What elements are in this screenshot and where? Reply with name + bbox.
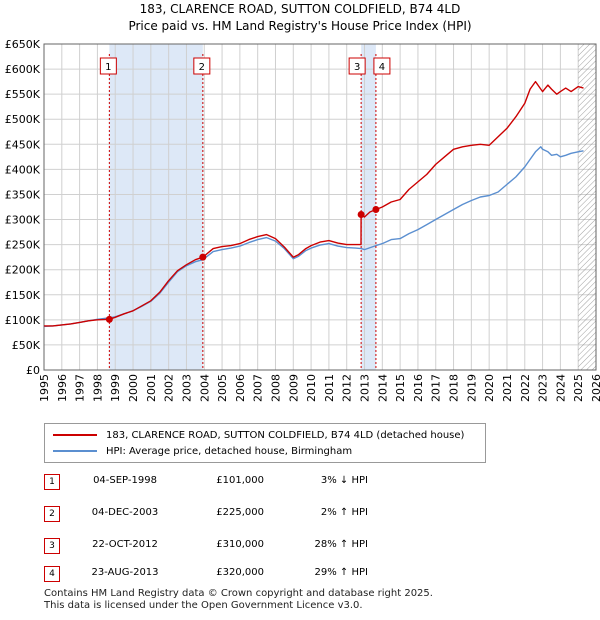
x-tick-label: 2010 — [305, 374, 318, 402]
legend-item-hpi: HPI: Average price, detached house, Birm… — [53, 444, 352, 458]
x-tick-label: 1998 — [91, 374, 104, 402]
x-tick-label: 2020 — [483, 374, 496, 402]
footer-line-2: This data is licensed under the Open Gov… — [44, 600, 363, 611]
sale-number-label: 4 — [379, 62, 385, 73]
footer-attribution: Contains HM Land Registry data © Crown c… — [44, 588, 433, 612]
x-tick-label: 2009 — [287, 374, 300, 402]
sale-number-box — [99, 57, 117, 75]
legend-label-property: 183, CLARENCE ROAD, SUTTON COLDFIELD, B7… — [106, 429, 465, 441]
legend-label-hpi: HPI: Average price, detached house, Birm… — [106, 445, 353, 457]
x-tick-label: 2008 — [269, 374, 282, 402]
sale-price: £320,000 — [216, 567, 264, 578]
x-tick-label: 1995 — [38, 374, 51, 402]
footer-line-1: Contains HM Land Registry data © Crown c… — [44, 588, 433, 599]
sale-point — [105, 315, 113, 323]
x-tick-label: 2001 — [145, 374, 158, 402]
sale-point — [372, 206, 380, 214]
y-tick-label: £450K — [5, 138, 41, 151]
sale-number-label: 1 — [105, 62, 111, 73]
x-tick-label: 2012 — [341, 374, 354, 402]
y-tick-label: £250K — [5, 239, 41, 252]
x-tick-label: 2019 — [465, 374, 478, 402]
y-tick-label: £150K — [5, 289, 41, 302]
y-tick-label: £0 — [26, 364, 40, 377]
x-tick-label: 2017 — [430, 374, 443, 402]
x-tick-label: 1997 — [74, 374, 87, 402]
sale-point — [357, 211, 365, 219]
x-tick-label: 2018 — [448, 374, 461, 402]
sale-number-label: 2 — [199, 62, 205, 73]
y-tick-label: £550K — [5, 88, 41, 101]
sale-price: £101,000 — [216, 475, 264, 486]
y-tick-label: £100K — [5, 314, 41, 327]
plot-frame — [43, 43, 597, 371]
x-tick-label: 2026 — [590, 374, 600, 402]
sale-number-label: 3 — [354, 62, 360, 73]
x-tick-label: 2024 — [554, 374, 567, 402]
legend-item-property: 183, CLARENCE ROAD, SUTTON COLDFIELD, B7… — [53, 428, 464, 442]
x-tick-label: 2014 — [376, 374, 389, 402]
chart-subtitle: Price paid vs. HM Land Registry's House … — [128, 19, 472, 33]
x-tick-label: 2005 — [216, 374, 229, 402]
sale-hpi-diff: 29% ↑ HPI — [314, 567, 368, 578]
sale-date: 23-AUG-2013 — [91, 567, 159, 578]
sale-number-box — [373, 57, 391, 75]
x-tick-label: 1996 — [56, 374, 69, 402]
sale-number-box — [348, 57, 366, 75]
x-tick-label: 2015 — [394, 374, 407, 402]
x-tick-label: 2025 — [572, 374, 585, 402]
y-tick-label: £50K — [12, 339, 41, 352]
x-tick-label: 2016 — [412, 374, 425, 402]
chart-legend: 183, CLARENCE ROAD, SUTTON COLDFIELD, B7… — [44, 423, 486, 463]
y-tick-label: £350K — [5, 188, 41, 201]
sale-hpi-diff: 2% ↑ HPI — [320, 507, 368, 518]
legend-swatch-property — [53, 434, 97, 436]
x-tick-label: 2004 — [198, 374, 211, 402]
x-tick-label: 2002 — [163, 374, 176, 402]
sale-date: 22-OCT-2012 — [92, 539, 158, 550]
x-tick-label: 2022 — [519, 374, 532, 402]
sale-number-badge: 3 — [44, 538, 60, 554]
forecast-hatch — [578, 44, 596, 370]
x-tick-label: 2000 — [127, 374, 140, 402]
x-tick-label: 2003 — [180, 374, 193, 402]
y-tick-label: £500K — [5, 113, 41, 126]
sale-number-badge: 1 — [44, 474, 60, 490]
y-tick-label: £400K — [5, 163, 41, 176]
x-tick-label: 2013 — [359, 374, 372, 402]
chart-title: 183, CLARENCE ROAD, SUTTON COLDFIELD, B7… — [139, 2, 461, 16]
price-chart: £0 £50K £100K £150K £200K £250K £300K £350K £400… — [5, 38, 600, 402]
x-tick-label: 2023 — [537, 374, 550, 402]
x-tick-label: 1999 — [109, 374, 122, 402]
sale-hpi-diff: 28% ↑ HPI — [314, 539, 368, 550]
legend-swatch-hpi — [53, 450, 97, 452]
sale-point — [199, 253, 207, 261]
x-tick-label: 2006 — [234, 374, 247, 402]
sale-date: 04-SEP-1998 — [93, 475, 157, 486]
sale-number-box — [193, 57, 211, 75]
x-tick-label: 2011 — [323, 374, 336, 402]
property-price-line — [44, 80, 584, 327]
sale-period-shade — [109, 44, 203, 370]
x-tick-label: 2021 — [501, 374, 514, 402]
y-tick-label: £600K — [5, 63, 41, 76]
sale-price: £225,000 — [216, 507, 264, 518]
sale-price: £310,000 — [216, 539, 264, 550]
y-tick-label: £650K — [5, 38, 41, 51]
y-tick-label: £200K — [5, 264, 41, 277]
y-tick-label: £300K — [5, 214, 41, 227]
sale-number-badge: 2 — [44, 506, 60, 522]
sale-hpi-diff: 3% ↓ HPI — [320, 475, 368, 486]
sale-number-badge: 4 — [44, 566, 60, 582]
sale-date: 04-DEC-2003 — [91, 507, 159, 518]
x-tick-label: 2007 — [252, 374, 265, 402]
